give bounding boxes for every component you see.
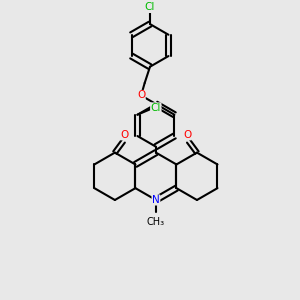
Text: O: O <box>137 91 145 100</box>
Text: Cl: Cl <box>145 2 155 13</box>
Text: CH₃: CH₃ <box>147 217 165 227</box>
Text: N: N <box>152 195 160 205</box>
Text: O: O <box>121 130 129 140</box>
Text: Cl: Cl <box>151 103 161 113</box>
Text: O: O <box>183 130 191 140</box>
